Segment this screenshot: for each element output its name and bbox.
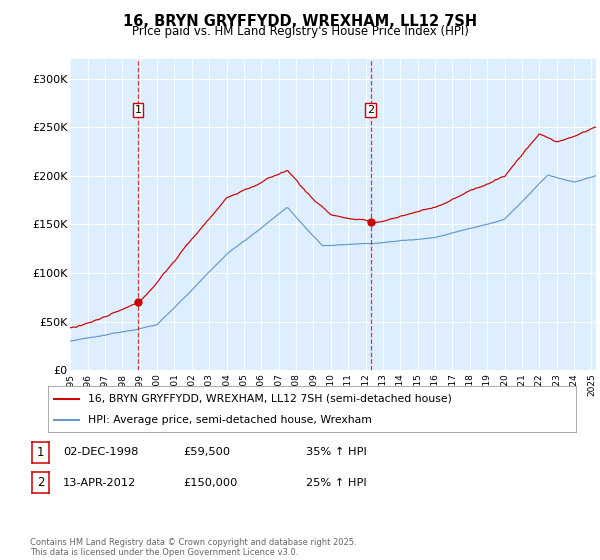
Text: 02-DEC-1998: 02-DEC-1998 xyxy=(63,447,139,458)
Text: £150,000: £150,000 xyxy=(183,478,238,488)
Text: 1: 1 xyxy=(135,105,142,115)
Text: 16, BRYN GRYFFYDD, WREXHAM, LL12 7SH (semi-detached house): 16, BRYN GRYFFYDD, WREXHAM, LL12 7SH (se… xyxy=(88,394,451,404)
Text: HPI: Average price, semi-detached house, Wrexham: HPI: Average price, semi-detached house,… xyxy=(88,415,371,425)
Text: Contains HM Land Registry data © Crown copyright and database right 2025.
This d: Contains HM Land Registry data © Crown c… xyxy=(30,538,356,557)
Text: 25% ↑ HPI: 25% ↑ HPI xyxy=(306,478,367,488)
Text: 2: 2 xyxy=(367,105,374,115)
Text: 1: 1 xyxy=(37,446,44,459)
Text: Price paid vs. HM Land Registry's House Price Index (HPI): Price paid vs. HM Land Registry's House … xyxy=(131,25,469,38)
Text: £59,500: £59,500 xyxy=(183,447,230,458)
Text: 2: 2 xyxy=(37,476,44,489)
Text: 35% ↑ HPI: 35% ↑ HPI xyxy=(306,447,367,458)
Text: 13-APR-2012: 13-APR-2012 xyxy=(63,478,136,488)
Text: 16, BRYN GRYFFYDD, WREXHAM, LL12 7SH: 16, BRYN GRYFFYDD, WREXHAM, LL12 7SH xyxy=(123,14,477,29)
